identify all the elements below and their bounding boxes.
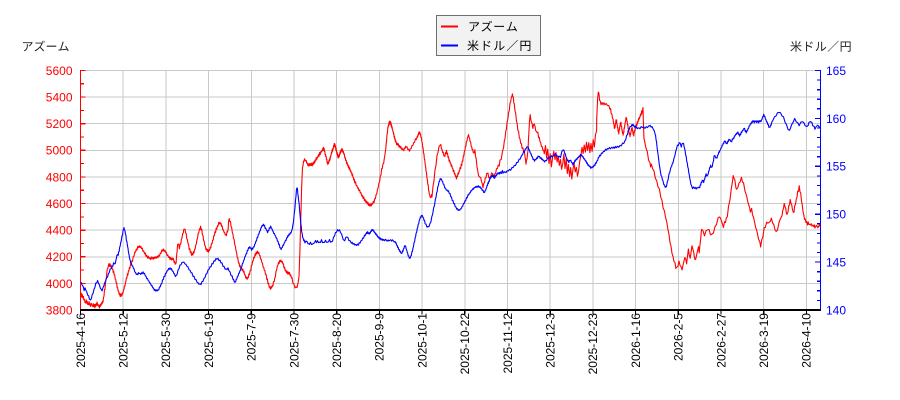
svg-text:5600: 5600 — [46, 64, 73, 78]
svg-text:2026-2-5: 2026-2-5 — [672, 313, 686, 361]
svg-text:2025-7-30: 2025-7-30 — [287, 313, 301, 368]
svg-text:140: 140 — [826, 303, 846, 317]
svg-text:4600: 4600 — [46, 197, 73, 211]
svg-text:2025-10-22: 2025-10-22 — [458, 313, 472, 375]
svg-text:2025-6-19: 2025-6-19 — [202, 313, 216, 368]
svg-text:2025-8-20: 2025-8-20 — [330, 313, 344, 368]
svg-text:2026-3-19: 2026-3-19 — [757, 313, 771, 368]
svg-text:2025-5-12: 2025-5-12 — [116, 313, 130, 368]
svg-text:2025-12-3: 2025-12-3 — [544, 313, 558, 368]
svg-text:2025-5-30: 2025-5-30 — [159, 313, 173, 368]
svg-text:2026-4-10: 2026-4-10 — [800, 313, 814, 368]
svg-text:2025-9-9: 2025-9-9 — [373, 313, 387, 361]
svg-text:145: 145 — [826, 256, 846, 270]
svg-text:2025-4-16: 2025-4-16 — [74, 313, 88, 368]
svg-text:2025-11-12: 2025-11-12 — [501, 313, 515, 374]
svg-text:2026-1-16: 2026-1-16 — [629, 313, 643, 368]
svg-text:4800: 4800 — [46, 170, 73, 184]
svg-text:4400: 4400 — [46, 224, 73, 238]
svg-text:2026-2-27: 2026-2-27 — [714, 313, 728, 368]
svg-text:160: 160 — [826, 112, 846, 126]
svg-text:5000: 5000 — [46, 144, 73, 158]
svg-text:2025-7-9: 2025-7-9 — [245, 313, 259, 361]
svg-text:3800: 3800 — [46, 303, 73, 317]
svg-text:155: 155 — [826, 160, 846, 174]
svg-text:4200: 4200 — [46, 250, 73, 264]
svg-text:4000: 4000 — [46, 277, 73, 291]
svg-text:165: 165 — [826, 64, 846, 78]
svg-text:2025-10-1: 2025-10-1 — [415, 313, 429, 368]
svg-text:5400: 5400 — [46, 91, 73, 105]
svg-text:150: 150 — [826, 208, 846, 222]
svg-text:5200: 5200 — [46, 117, 73, 131]
svg-text:2025-12-23: 2025-12-23 — [586, 313, 600, 375]
